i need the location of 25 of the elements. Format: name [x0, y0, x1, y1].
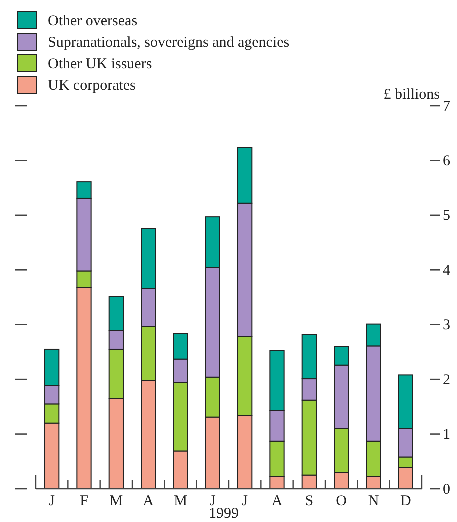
y-tick-label: 1	[443, 427, 450, 444]
x-tick-label: O	[336, 494, 348, 510]
y-tick-label: 5	[443, 208, 450, 224]
legend-label: Supranationals, sovereigns and agencies	[48, 35, 290, 51]
x-axis-title: 1999	[209, 506, 239, 522]
legend-label: UK corporates	[48, 78, 136, 94]
x-tick-label: M	[174, 494, 188, 510]
x-tick-label: M	[110, 494, 124, 510]
x-tick-label: A	[272, 494, 283, 510]
legend-label: Other UK issuers	[48, 56, 152, 72]
x-tick-label: J	[49, 494, 56, 510]
y-tick-label: 2	[443, 372, 450, 388]
y-axis-title: £ billions	[384, 87, 440, 103]
x-tick-label: S	[305, 494, 314, 510]
x-tick-label: A	[143, 494, 154, 510]
x-tick-label: D	[400, 494, 412, 510]
x-tick-label: F	[80, 494, 88, 510]
y-tick-label: 6	[443, 154, 451, 170]
y-tick-label: 3	[443, 318, 450, 334]
x-tick-label: N	[368, 494, 380, 510]
x-tick-label: J	[242, 494, 248, 510]
legend-label: Other overseas	[48, 14, 138, 30]
y-tick-label: 0	[443, 482, 450, 498]
y-tick-label: 4	[443, 262, 451, 279]
y-tick-label: 7	[443, 98, 451, 115]
